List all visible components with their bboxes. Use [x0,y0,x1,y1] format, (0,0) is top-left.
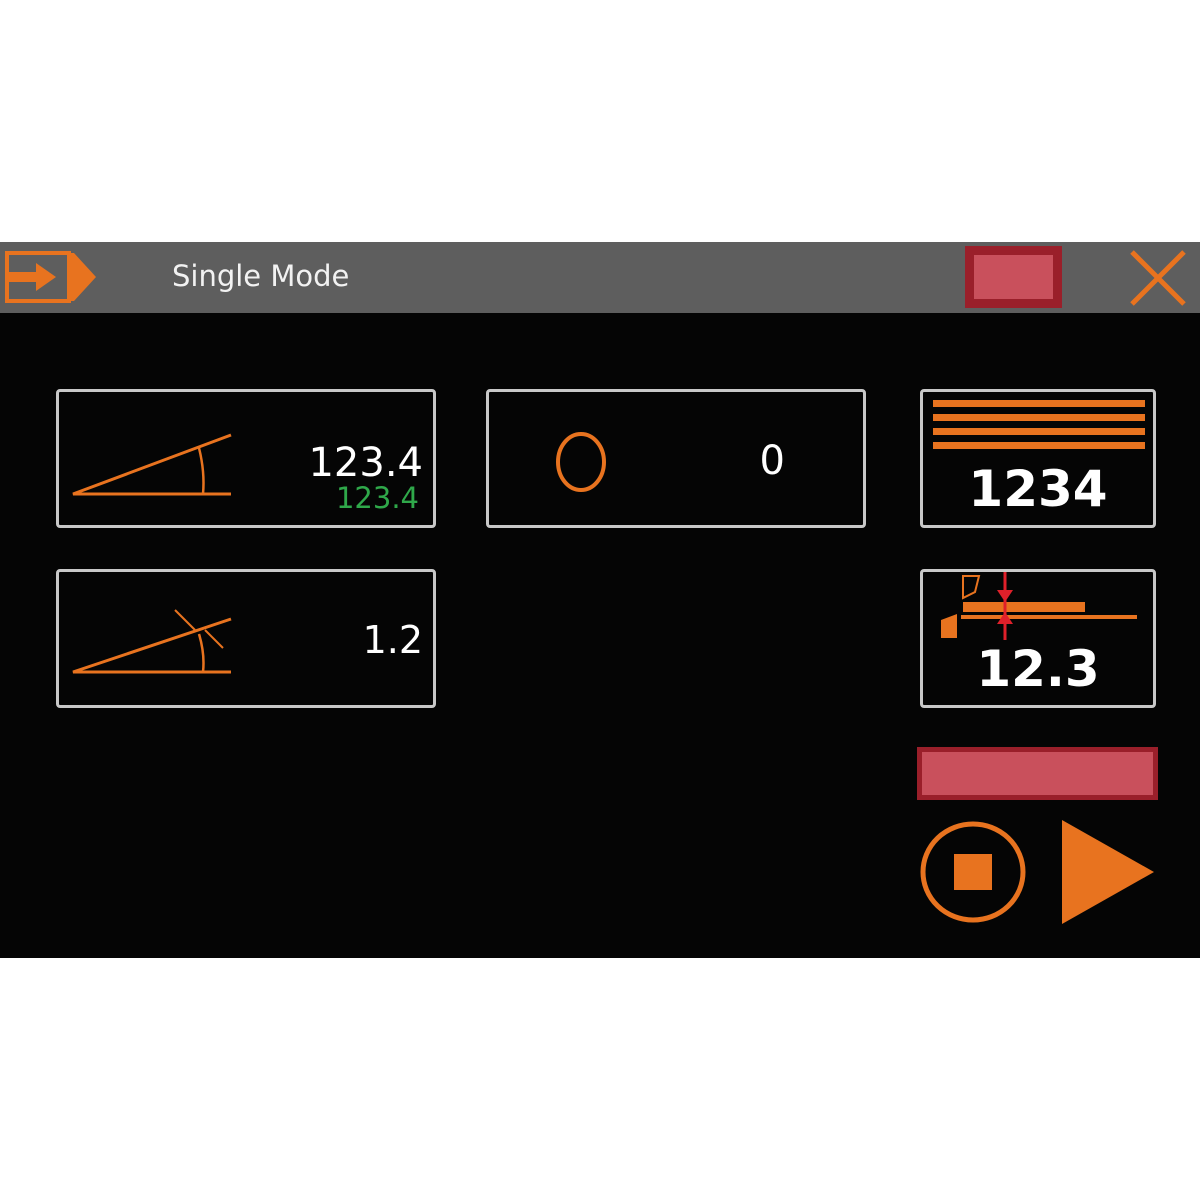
thickness-panel[interactable]: 12.3 [920,569,1156,708]
page-title: Single Mode [172,259,350,293]
close-button[interactable] [1128,248,1188,308]
angle-correction-panel[interactable]: 1.2 [56,569,436,708]
sheet-thickness-icon [941,572,1137,640]
sheets-value: 1234 [968,460,1108,518]
angle-panel[interactable]: 123.4 123.4 [56,389,436,528]
play-icon [1062,820,1154,924]
exit-button[interactable] [4,250,100,304]
title-bar: Single Mode [0,242,1200,313]
angle-icon [72,433,232,496]
status-indicator-button[interactable] [965,246,1062,308]
app-screen: Single Mode 123.4 123.4 1.2 [0,242,1200,958]
angle-value: 123.4 [308,440,423,486]
angle-actual-value: 123.4 [335,481,419,515]
start-button[interactable] [1060,820,1156,924]
exit-arrow-icon [5,251,96,303]
sheets-panel[interactable]: 1234 [920,389,1156,528]
counter-value: 0 [759,438,785,484]
stop-icon [920,821,1026,923]
angle-correction-icon [72,609,232,674]
counter-panel[interactable]: 0 [486,389,866,528]
close-icon [1130,250,1186,306]
angle-correction-value: 1.2 [362,618,423,662]
stop-button[interactable] [918,820,1028,924]
circle-icon [556,432,606,492]
sheet-stack-icon [933,400,1145,449]
status-bar-button[interactable] [917,747,1158,800]
thickness-value: 12.3 [976,640,1100,698]
